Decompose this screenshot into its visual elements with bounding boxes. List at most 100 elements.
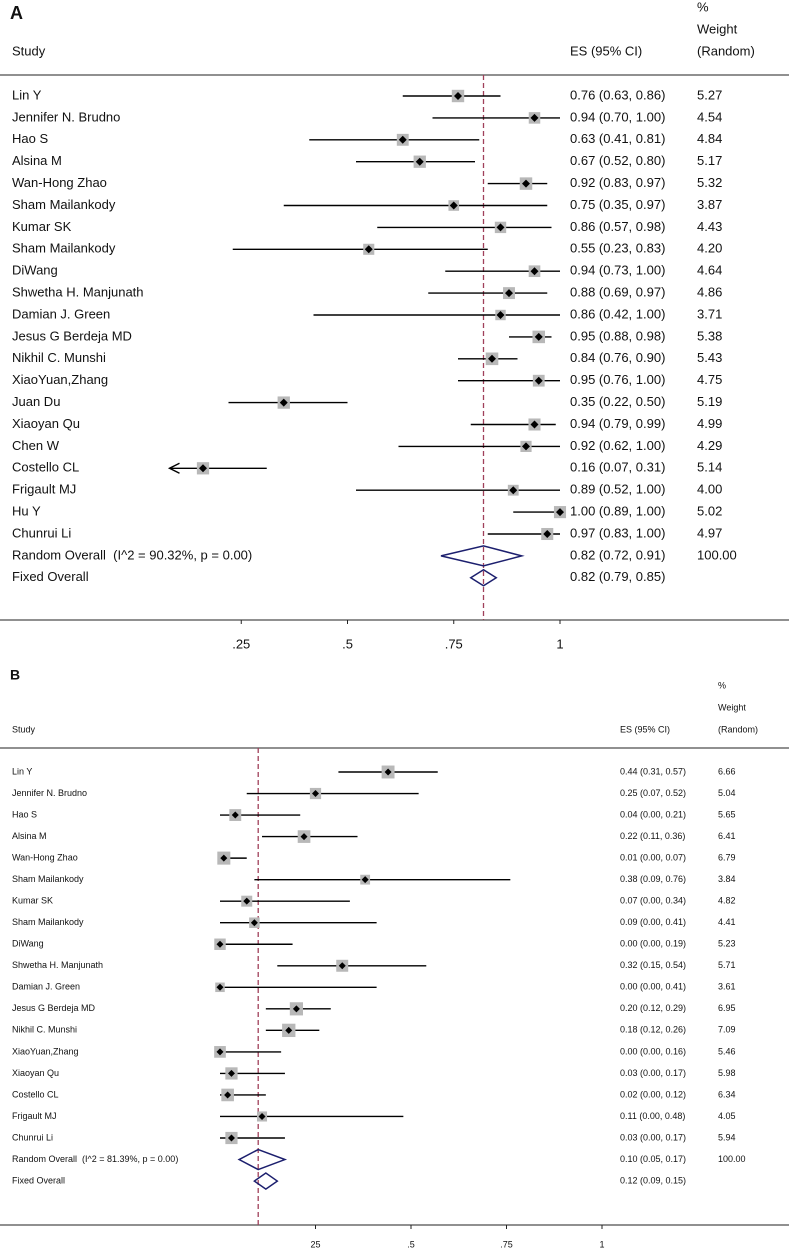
weight-label: 5.98: [718, 1068, 736, 1078]
es-ci-label: 0.00 (0.00, 0.41): [620, 982, 686, 992]
study-name: DiWang: [12, 263, 58, 278]
es-ci-label: 0.94 (0.70, 1.00): [570, 109, 665, 124]
weight-label: 4.84: [697, 131, 722, 146]
es-ci-label: 0.32 (0.15, 0.54): [620, 960, 686, 970]
weight-label: 5.46: [718, 1046, 736, 1056]
point-estimate: [216, 1048, 224, 1056]
study-name: XiaoYuan,Zhang: [12, 372, 108, 387]
study-name: XiaoYuan,Zhang: [12, 1046, 79, 1056]
study-name: Costello CL: [12, 460, 79, 475]
es-ci-label: 0.07 (0.00, 0.34): [620, 896, 686, 906]
es-ci-label: 1.00 (0.89, 1.00): [570, 504, 665, 519]
es-ci-label: 0.95 (0.88, 0.98): [570, 328, 665, 343]
weight-label: 6.34: [718, 1089, 736, 1099]
ci-arrow: [167, 462, 180, 474]
x-tick-label: 1: [556, 636, 563, 651]
weight-label: 4.64: [697, 263, 722, 278]
pooled-diamond: [440, 545, 525, 567]
x-tick-label: .5: [342, 636, 353, 651]
es-ci-label: 0.01 (0.00, 0.07): [620, 852, 686, 862]
weight-header: %: [718, 680, 726, 690]
weight-header: (Random): [718, 724, 758, 734]
study-name: Alsina M: [12, 153, 62, 168]
point-estimate: [224, 1091, 232, 1099]
weight-label: 5.04: [718, 788, 736, 798]
point-estimate: [199, 464, 207, 473]
weight-label: 7.09: [718, 1025, 736, 1035]
es-ci-label: 0.94 (0.79, 0.99): [570, 416, 665, 431]
es-ci-label: 0.22 (0.11, 0.36): [620, 831, 685, 841]
study-name: Lin Y: [12, 87, 42, 102]
es-ci-label: 0.82 (0.79, 0.85): [570, 569, 665, 584]
es-ci-label: 0.03 (0.00, 0.17): [620, 1068, 686, 1078]
weight-label: 4.41: [718, 917, 736, 927]
weight-header: Weight: [718, 702, 746, 712]
study-name: Jennifer N. Brudno: [12, 109, 120, 124]
weight-label: 4.05: [718, 1111, 736, 1121]
pooled-diamond: [469, 568, 498, 587]
es-header: ES (95% CI): [570, 43, 642, 58]
weight-label: 100.00: [718, 1154, 746, 1164]
study-name: Random Overall (I^2 = 90.32%, p = 0.00): [12, 547, 252, 562]
weight-label: 6.66: [718, 766, 736, 776]
study-name: Shwetha H. Manjunath: [12, 960, 103, 970]
es-ci-label: 0.25 (0.07, 0.52): [620, 788, 686, 798]
point-estimate: [231, 811, 239, 819]
es-ci-label: 0.67 (0.52, 0.80): [570, 153, 665, 168]
es-ci-label: 0.88 (0.69, 0.97): [570, 285, 665, 300]
es-ci-label: 0.35 (0.22, 0.50): [570, 394, 665, 409]
weight-label: 5.94: [718, 1132, 736, 1142]
study-name: Costello CL: [12, 1089, 59, 1099]
point-estimate: [364, 245, 373, 254]
weight-label: 3.61: [718, 982, 736, 992]
study-name: Kumar SK: [12, 896, 53, 906]
weight-label: 5.02: [697, 504, 722, 519]
study-name: Sham Mailankody: [12, 874, 84, 884]
point-estimate: [312, 790, 319, 798]
point-estimate: [384, 768, 392, 776]
point-estimate: [556, 508, 564, 517]
point-estimate: [292, 1005, 300, 1013]
study-name: Jennifer N. Brudno: [12, 788, 87, 798]
panel-label: A: [10, 3, 23, 23]
study-name: Fixed Overall: [12, 1175, 65, 1185]
point-estimate: [496, 223, 505, 232]
point-estimate: [220, 854, 228, 862]
weight-label: 5.43: [697, 350, 722, 365]
es-ci-label: 0.84 (0.76, 0.90): [570, 350, 665, 365]
weight-label: 4.00: [697, 482, 722, 497]
study-name: Fixed Overall: [12, 569, 89, 584]
es-ci-label: 0.03 (0.00, 0.17): [620, 1132, 686, 1142]
weight-label: 4.97: [697, 525, 722, 540]
study-name: Kumar SK: [12, 219, 72, 234]
weight-label: 4.99: [697, 416, 722, 431]
study-name: Nikhil C. Munshi: [12, 350, 106, 365]
weight-label: 3.71: [697, 306, 722, 321]
es-ci-label: 0.92 (0.62, 1.00): [570, 438, 665, 453]
es-ci-label: 0.82 (0.72, 0.91): [570, 547, 665, 562]
study-name: Chunrui Li: [12, 1132, 53, 1142]
study-name: Alsina M: [12, 831, 47, 841]
point-estimate: [509, 486, 518, 495]
study-name: Nikhil C. Munshi: [12, 1025, 77, 1035]
es-ci-label: 0.04 (0.00, 0.21): [620, 809, 686, 819]
es-header: ES (95% CI): [620, 724, 670, 734]
es-ci-label: 0.11 (0.00, 0.48): [620, 1111, 685, 1121]
es-ci-label: 0.86 (0.42, 1.00): [570, 306, 665, 321]
point-estimate: [530, 267, 539, 276]
point-estimate: [216, 940, 224, 948]
weight-label: 6.79: [718, 852, 736, 862]
weight-label: 5.38: [697, 328, 722, 343]
point-estimate: [496, 311, 505, 319]
pooled-diamond: [253, 1172, 279, 1190]
point-estimate: [300, 833, 308, 841]
study-header: Study: [12, 43, 46, 58]
es-ci-label: 0.92 (0.83, 0.97): [570, 175, 665, 190]
es-ci-label: 0.86 (0.57, 0.98): [570, 219, 665, 234]
weight-header: %: [697, 0, 709, 14]
es-ci-label: 0.75 (0.35, 0.97): [570, 197, 665, 212]
point-estimate: [454, 92, 462, 100]
es-ci-label: 0.10 (0.05, 0.17): [620, 1154, 686, 1164]
point-estimate: [216, 983, 224, 991]
es-ci-label: 0.38 (0.09, 0.76): [620, 874, 686, 884]
